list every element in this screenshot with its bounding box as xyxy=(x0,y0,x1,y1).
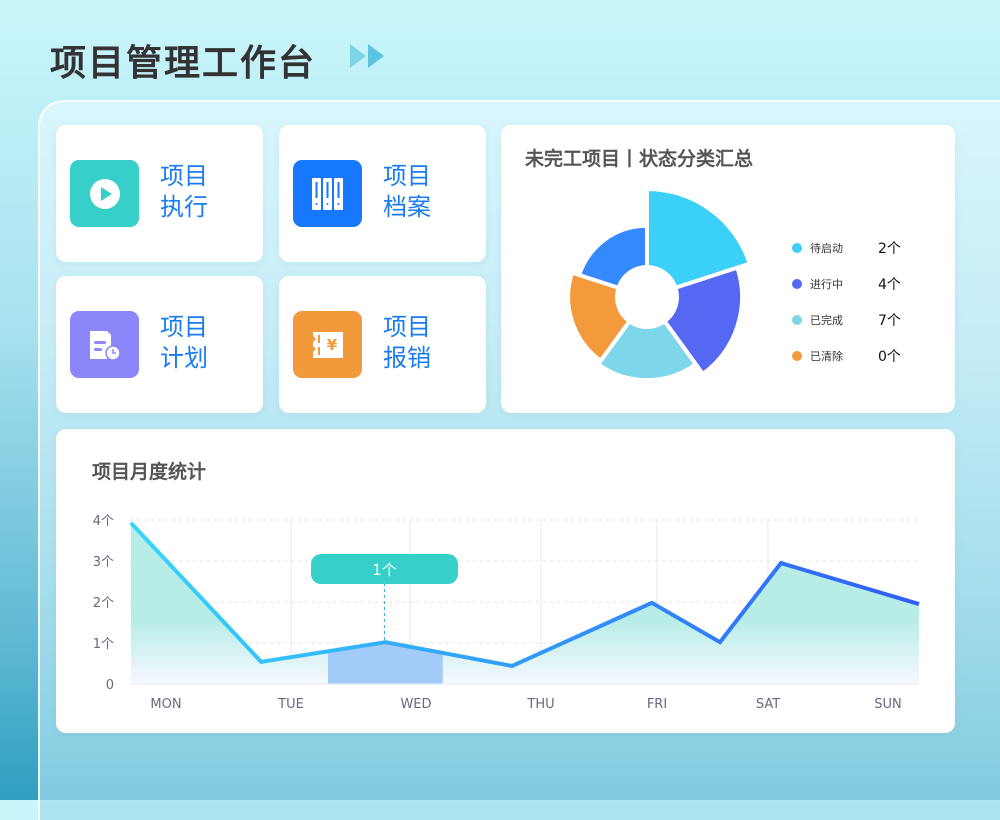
tooltip-box xyxy=(311,554,458,584)
tile-label: 项目 xyxy=(160,162,208,190)
tile-label: 报销 xyxy=(383,344,431,372)
page-title: 项目管理工作台 xyxy=(50,43,317,84)
highlight-band xyxy=(328,642,443,684)
legend-dot xyxy=(792,315,802,325)
tile-label: 项目 xyxy=(160,313,208,341)
tile-label: 项目 xyxy=(383,162,431,190)
legend-label: 待启动 xyxy=(810,242,843,255)
legend-count: 0个 xyxy=(878,349,901,365)
legend-dot xyxy=(792,351,802,361)
pie-slice xyxy=(576,223,649,291)
x-tick-label: SUN xyxy=(874,697,902,712)
legend-dot xyxy=(792,243,802,253)
pie-slice xyxy=(595,318,699,383)
tooltip-value: 1个 xyxy=(372,561,397,579)
tile-label: 项目 xyxy=(383,313,431,341)
monthly-stats-title: 项目月度统计 xyxy=(92,461,207,483)
double-chevron-right-icon xyxy=(350,44,384,68)
legend-count: 2个 xyxy=(878,241,901,257)
y-tick-label: 4个 xyxy=(93,514,114,529)
legend-item: 进行中 4个 xyxy=(792,276,912,293)
svg-text:¥: ¥ xyxy=(326,336,337,354)
y-tick-label: 3个 xyxy=(93,555,114,570)
x-tick-label: TUE xyxy=(277,697,304,712)
plan-clock-icon xyxy=(70,311,139,378)
series-line xyxy=(129,521,920,669)
status-summary-title: 未完工项目丨状态分类汇总 xyxy=(525,148,754,170)
legend-item: 已完成 7个 xyxy=(792,312,912,329)
legend-label: 已清除 xyxy=(810,350,843,363)
x-tick-label: FRI xyxy=(647,697,667,712)
tile-project-reimbursement[interactable]: ¥ 项目报销 xyxy=(279,276,486,413)
legend-label: 已完成 xyxy=(810,314,843,327)
rose-pie-chart xyxy=(566,186,753,383)
tile-label: 执行 xyxy=(160,193,208,221)
tile-project-archive[interactable]: 项目 档案 xyxy=(279,125,486,262)
legend-label: 进行中 xyxy=(810,278,843,291)
tile-label: 计划 xyxy=(160,344,208,372)
y-tick-label: 2个 xyxy=(93,596,114,611)
x-tick-label: THU xyxy=(526,697,554,712)
tile-project-plan[interactable]: 项目 计划 xyxy=(56,276,263,413)
monthly-area-chart: 0 1个 2个 3个 4个 MON TUE WED THU FRI SAT SUN 1个 xyxy=(93,514,920,712)
area-fill xyxy=(130,522,919,684)
legend-count: 4个 xyxy=(878,277,901,293)
legend-item: 已清除 0个 xyxy=(792,348,912,365)
legend-item: 待启动 2个 xyxy=(792,240,912,257)
x-tick-label: WED xyxy=(400,697,431,712)
legend-count: 7个 xyxy=(878,313,901,329)
legend-dot xyxy=(792,279,802,289)
ticket-yen-icon: ¥ xyxy=(293,311,362,378)
archive-binders-icon xyxy=(293,160,362,227)
tile-project-execution[interactable]: 项目 执行 xyxy=(56,125,263,262)
play-icon xyxy=(70,160,139,227)
y-tick-label: 0 xyxy=(106,678,114,693)
pie-slice xyxy=(566,270,633,364)
x-tick-label: SAT xyxy=(756,697,780,712)
x-tick-label: MON xyxy=(150,697,181,712)
tile-label: 档案 xyxy=(383,193,431,221)
y-tick-label: 1个 xyxy=(93,637,114,652)
pie-slice xyxy=(645,186,753,291)
